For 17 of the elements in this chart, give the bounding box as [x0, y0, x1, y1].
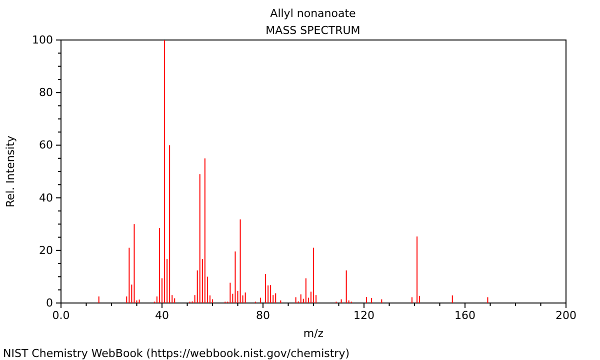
x-tick-label: 80 — [256, 308, 270, 322]
y-tick-label: 20 — [39, 244, 53, 257]
y-axis-title: Rel. Intensity — [4, 135, 17, 208]
x-tick-label: 0.0 — [52, 308, 70, 322]
y-tick-label: 100 — [32, 34, 53, 47]
x-tick-label: 120 — [354, 308, 374, 322]
y-tick-label: 80 — [39, 86, 53, 100]
chart-subtitle: MASS SPECTRUM — [266, 24, 360, 37]
x-tick-label: 40 — [155, 308, 169, 322]
y-tick-label: 0 — [46, 296, 53, 310]
x-tick-label: 160 — [454, 308, 476, 322]
y-tick-label: 60 — [39, 138, 53, 152]
y-tick-label: 40 — [39, 191, 53, 204]
x-tick-label: 200 — [556, 308, 576, 322]
chart-title: Allyl nonanoate — [270, 7, 356, 20]
x-axis-title: m/z — [303, 327, 324, 340]
text: NIST Chemistry WebBook (https://webbook.nist.gov/chemistry) — [3, 347, 350, 360]
